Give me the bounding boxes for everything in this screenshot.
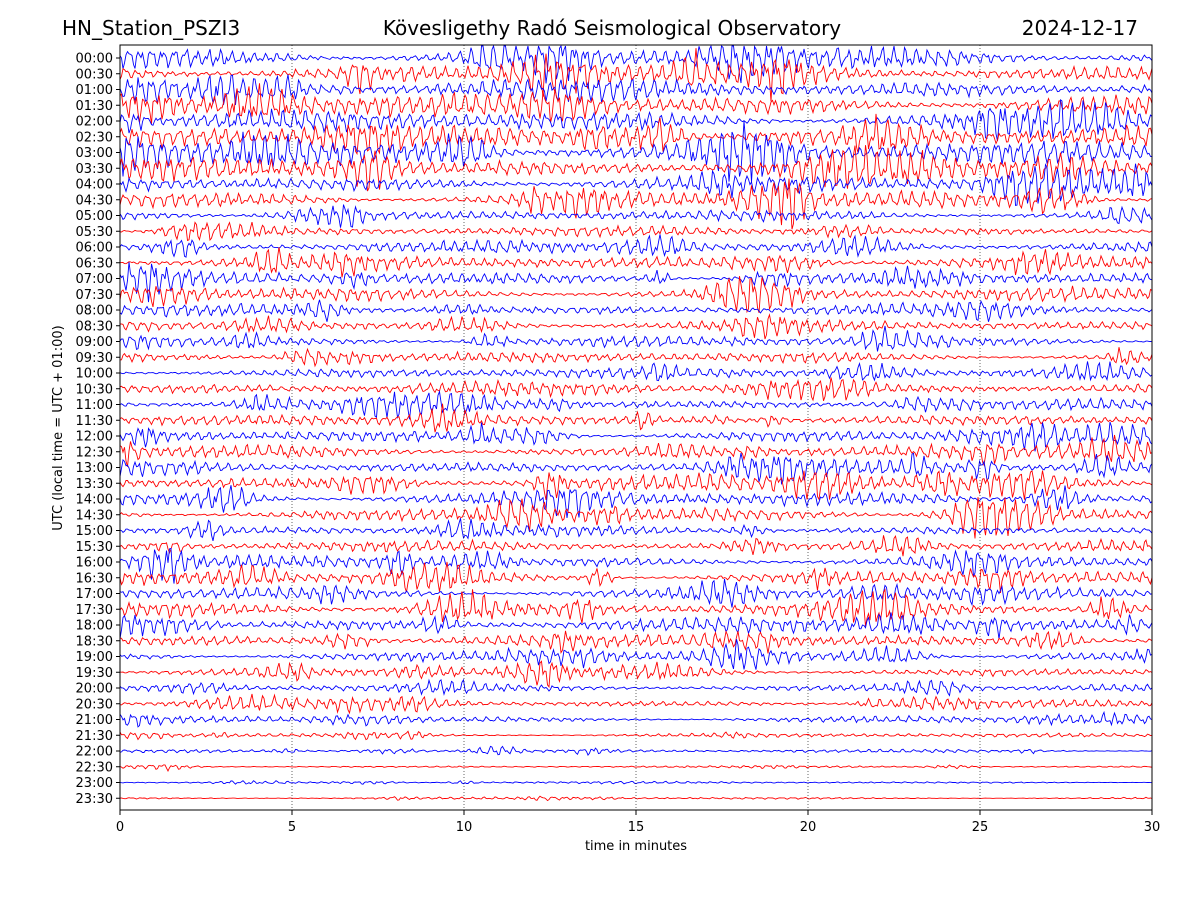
y-tick-label: 19:30: [76, 666, 113, 681]
y-tick-label: 11:30: [76, 414, 113, 429]
trace-1530: [119, 534, 1153, 557]
y-axis: 00:0000:3001:0001:3002:0002:3003:0003:30…: [76, 52, 120, 807]
x-tick-label: 10: [456, 820, 473, 835]
y-tick-label: 21:30: [76, 729, 113, 744]
y-tick-label: 23:00: [76, 776, 113, 791]
trace-1430: [119, 497, 1153, 539]
y-tick-label: 15:00: [76, 524, 113, 539]
y-tick-label: 01:30: [76, 99, 113, 114]
y-tick-label: 07:00: [76, 272, 113, 287]
y-tick-label: 15:30: [76, 540, 113, 555]
trace-1600: [119, 547, 1153, 584]
trace-1030: [119, 377, 1153, 402]
station-name: HN_Station_PSZI3: [62, 16, 241, 40]
observatory-title: Kövesligethy Radó Seismological Observat…: [382, 16, 842, 40]
x-axis: 0 5 10 15 20 25 30: [116, 810, 1160, 835]
y-tick-label: 21:00: [76, 713, 113, 728]
y-tick-label: 03:00: [76, 146, 113, 161]
x-tick-label: 5: [288, 820, 296, 835]
y-tick-label: 17:30: [76, 603, 113, 618]
trace-2230: [119, 764, 1153, 773]
y-tick-label: 02:00: [76, 115, 113, 130]
y-tick-label: 08:00: [76, 304, 113, 319]
y-tick-label: 06:00: [76, 241, 113, 256]
y-tick-label: 14:00: [76, 493, 113, 508]
y-tick-label: 12:00: [76, 430, 113, 445]
y-tick-label: 23:30: [76, 792, 113, 807]
trace-0530: [119, 221, 1153, 242]
y-tick-label: 17:00: [76, 587, 113, 602]
x-tick-label: 20: [800, 820, 817, 835]
y-tick-label: 14:30: [76, 508, 113, 523]
x-tick-label: 15: [628, 820, 645, 835]
y-tick-label: 05:30: [76, 225, 113, 240]
y-tick-label: 00:30: [76, 67, 113, 82]
y-tick-label: 07:30: [76, 288, 113, 303]
trace-1400: [119, 485, 1153, 519]
y-tick-label: 02:30: [76, 130, 113, 145]
y-tick-label: 08:30: [76, 319, 113, 334]
y-tick-label: 05:00: [76, 209, 113, 224]
y-tick-label: 06:30: [76, 256, 113, 271]
y-tick-label: 18:30: [76, 634, 113, 649]
trace-0900: [119, 325, 1153, 352]
y-tick-label: 22:30: [76, 760, 113, 775]
y-tick-label: 09:00: [76, 335, 113, 350]
y-tick-label: 01:00: [76, 83, 113, 98]
y-tick-label: 13:30: [76, 477, 113, 492]
trace-0700: [119, 262, 1153, 303]
y-tick-label: 13:00: [76, 461, 113, 476]
y-tick-label: 03:30: [76, 162, 113, 177]
trace-0100: [119, 74, 1153, 105]
trace-1130: [119, 403, 1153, 433]
trace-0430: [119, 178, 1153, 230]
y-tick-label: 16:30: [76, 571, 113, 586]
y-tick-label: 12:30: [76, 445, 113, 460]
trace-0130: [119, 83, 1153, 125]
y-tick-label: 20:30: [76, 697, 113, 712]
x-tick-label: 25: [972, 820, 989, 835]
y-tick-label: 22:00: [76, 745, 113, 760]
trace-1930: [119, 660, 1153, 688]
y-tick-label: 19:00: [76, 650, 113, 665]
y-tick-label: 04:30: [76, 193, 113, 208]
y-tick-label: 10:00: [76, 367, 113, 382]
y-axis-label: UTC (local time = UTC + 01:00): [51, 325, 66, 530]
x-axis-label: time in minutes: [585, 839, 687, 854]
y-tick-label: 20:00: [76, 682, 113, 697]
record-date: 2024-12-17: [1021, 16, 1138, 40]
trace-0300: [119, 121, 1153, 182]
y-tick-label: 11:00: [76, 398, 113, 413]
x-tick-label: 30: [1144, 820, 1161, 835]
x-tick-label: 0: [116, 820, 124, 835]
y-tick-label: 18:00: [76, 619, 113, 634]
y-tick-label: 10:30: [76, 382, 113, 397]
y-tick-label: 16:00: [76, 556, 113, 571]
trace-1000: [119, 361, 1153, 382]
y-tick-label: 09:30: [76, 351, 113, 366]
y-tick-label: 04:00: [76, 178, 113, 193]
trace-0630: [119, 247, 1153, 278]
y-tick-label: 00:00: [76, 52, 113, 67]
